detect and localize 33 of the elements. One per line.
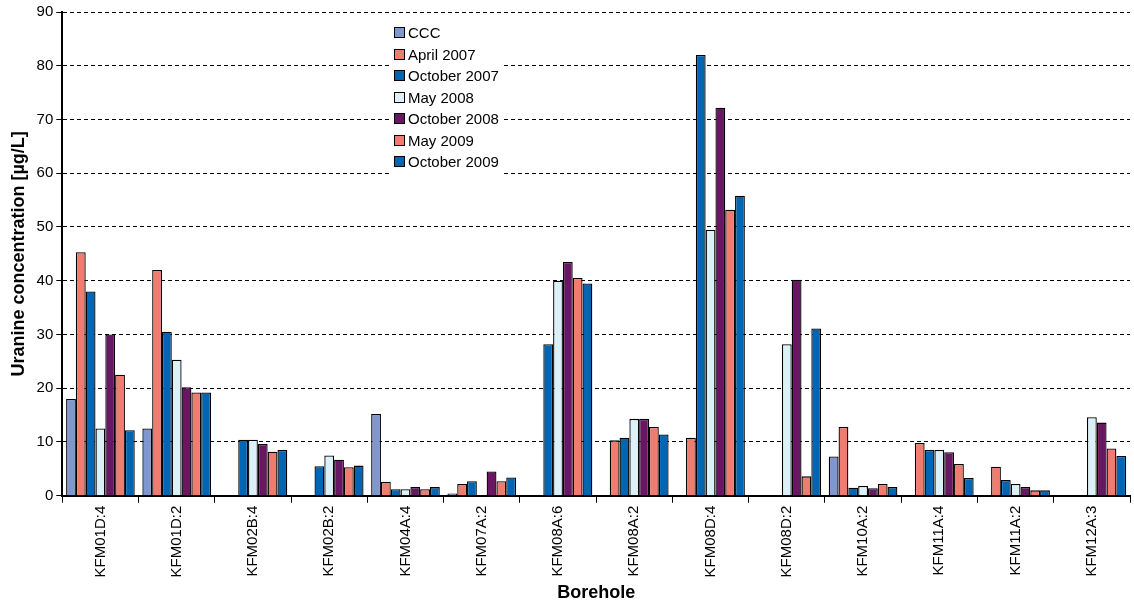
x-tick-label: KFM08A:6 bbox=[548, 505, 566, 577]
legend-label: May 2008 bbox=[408, 88, 474, 106]
x-tick-label: KFM04A:4 bbox=[395, 505, 413, 577]
y-tick-label: 20 bbox=[36, 378, 54, 396]
x-tick-label: KFM08A:2 bbox=[624, 505, 642, 577]
y-axis-title: Uranine concentration [µg/L] bbox=[7, 131, 28, 377]
legend-label: April 2007 bbox=[408, 45, 476, 63]
y-tick-label: 90 bbox=[36, 2, 54, 20]
legend-label: October 2009 bbox=[408, 153, 499, 171]
y-tick-label: 0 bbox=[44, 485, 54, 503]
y-tick-label: 10 bbox=[36, 432, 54, 450]
x-tick-label: KFM08D:4 bbox=[700, 505, 718, 578]
y-tick-label: 80 bbox=[36, 55, 54, 73]
x-tick-label: KFM01D:2 bbox=[166, 505, 184, 578]
legend-label: October 2007 bbox=[408, 67, 499, 85]
x-tick-label: KFM01D:4 bbox=[90, 505, 108, 578]
x-tick-label: KFM11A:4 bbox=[929, 505, 947, 576]
y-tick-label: 50 bbox=[36, 217, 54, 235]
x-tick-label: KFM08D:2 bbox=[776, 505, 794, 578]
legend-label: CCC bbox=[408, 24, 441, 42]
x-tick-label: KFM07A:2 bbox=[471, 505, 489, 577]
x-axis-title: Borehole bbox=[557, 582, 636, 603]
x-tick-label: KFM02B:2 bbox=[319, 505, 337, 577]
legend-label: October 2008 bbox=[408, 110, 499, 128]
legend-label: May 2009 bbox=[408, 131, 474, 149]
y-tick-label: 70 bbox=[36, 109, 54, 127]
y-tick-label: 40 bbox=[36, 270, 54, 288]
x-tick-label: KFM12A:3 bbox=[1082, 505, 1100, 577]
x-tick-label: KFM02B:4 bbox=[243, 505, 261, 577]
x-tick-label: KFM10A:2 bbox=[853, 505, 871, 577]
y-tick-label: 60 bbox=[36, 163, 54, 181]
y-tick-label: 30 bbox=[36, 324, 54, 342]
x-tick-label: KFM11A:2 bbox=[1005, 505, 1023, 576]
